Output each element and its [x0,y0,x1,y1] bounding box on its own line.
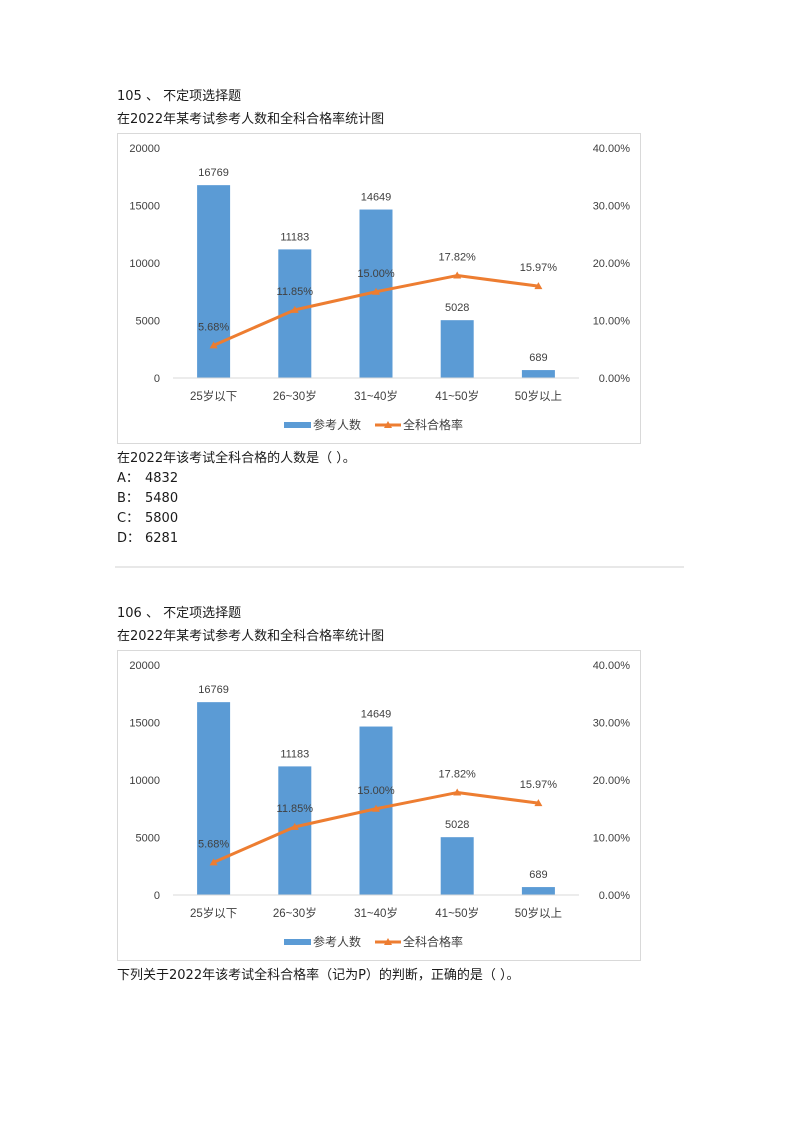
line-marker [372,287,380,295]
line-marker [372,804,380,812]
line-value-label: 17.82% [439,252,477,264]
option-d[interactable]: D： 6281 [117,529,178,549]
y-left-tick: 5000 [136,316,160,328]
y-right-tick: 0.00% [599,373,630,385]
legend-line-label: 全科合格率 [403,934,463,949]
bar-value-label: 16769 [198,167,229,179]
option-a-value: 4832 [145,471,179,486]
y-right-tick: 20.00% [593,258,631,270]
y-right-tick: 30.00% [593,718,631,730]
question-105-chart-title: 在2022年某考试参考人数和全科合格率统计图 [117,112,385,127]
y-right-tick: 20.00% [593,775,631,787]
option-c-key: C： [117,511,140,526]
bar-value-label: 689 [529,869,547,881]
bar-value-label: 689 [529,352,547,364]
legend-bar-label: 参考人数 [313,934,361,949]
y-left-tick: 10000 [129,775,160,787]
y-left-tick: 20000 [129,660,160,672]
bar-value-label: 14649 [361,192,392,204]
option-b-value: 5480 [145,491,179,506]
x-category-label: 50岁以上 [515,906,562,920]
bar [521,887,555,895]
question-105-chart: 0 5000 10000 15000 20000 0.00% 10.00% 20.00% 30.… [117,133,641,444]
bar-value-label: 5028 [445,302,469,314]
question-106-prompt: 下列关于2022年该考试全科合格率（记为P）的判断，正确的是（ ）。 [117,968,520,983]
option-c-value: 5800 [145,511,179,526]
line-marker [534,282,543,290]
y-left-tick: 10000 [129,258,160,270]
line-value-label: 15.97% [520,262,558,274]
bar [197,702,231,895]
y-right-tick: 0.00% [599,890,630,902]
y-right-tick: 10.00% [593,316,631,328]
bar-value-label: 16769 [198,684,229,696]
legend-bar-label: 参考人数 [313,417,361,432]
line-value-label: 11.85% [277,286,314,298]
legend-bar-swatch [284,422,311,428]
line-value-label: 15.97% [520,779,558,791]
line-marker [453,788,462,796]
option-b[interactable]: B： 5480 [117,489,178,509]
question-105-prompt: 在2022年该考试全科合格的人数是（ ）。 [117,451,356,466]
legend-line-label: 全科合格率 [403,417,463,432]
option-d-key: D： [117,531,141,546]
x-category-label: 25岁以下 [190,389,237,403]
bar [197,185,231,378]
question-divider [115,566,684,568]
question-106-chart: 0 5000 10000 15000 20000 0.00% 10.00% 20.00% 30.… [117,650,641,961]
option-b-key: B： [117,491,139,506]
y-left-tick: 0 [154,890,160,902]
legend-bar-swatch [284,939,311,945]
y-left-tick: 15000 [129,718,160,730]
x-category-label: 26~30岁 [273,389,317,403]
option-d-value: 6281 [145,531,179,546]
line-marker [290,822,299,830]
bar-value-label: 14649 [361,709,392,721]
bar [521,370,555,378]
y-left-tick: 15000 [129,201,160,213]
combo-chart-svg: 0 5000 10000 15000 20000 0.00% 10.00% 20.00% 30.… [129,660,631,949]
line-marker [453,271,462,279]
x-category-label: 31~40岁 [354,906,398,920]
line-marker [209,858,218,866]
bar-value-label: 5028 [445,819,469,831]
line-value-label: 5.68% [198,321,229,333]
x-category-label: 50岁以上 [515,389,562,403]
bar [440,320,474,378]
option-c[interactable]: C： 5800 [117,509,178,529]
combo-chart-svg: 0 5000 10000 15000 20000 0.00% 10.00% 20.00% 30.… [129,143,631,432]
x-category-label: 26~30岁 [273,906,317,920]
legend-line-marker [384,938,392,945]
line-value-label: 5.68% [198,838,229,850]
legend-line-marker [384,421,392,428]
line-marker [290,305,299,313]
option-a[interactable]: A： 4832 [117,469,178,489]
y-right-tick: 10.00% [593,833,631,845]
question-106-chart-title: 在2022年某考试参考人数和全科合格率统计图 [117,629,385,644]
line-value-label: 17.82% [439,769,477,781]
line-value-label: 15.00% [357,268,395,280]
y-right-tick: 40.00% [593,660,631,672]
line-marker [209,341,218,349]
y-left-tick: 5000 [136,833,160,845]
bar-value-label: 11183 [280,748,309,760]
y-left-tick: 0 [154,373,160,385]
x-category-label: 25岁以下 [190,906,237,920]
x-category-label: 41~50岁 [435,906,479,920]
y-right-tick: 30.00% [593,201,631,213]
y-left-tick: 20000 [129,143,160,155]
line-marker [534,799,543,807]
x-category-label: 41~50岁 [435,389,479,403]
option-a-key: A： [117,471,139,486]
bar-value-label: 11183 [280,231,309,243]
question-105-header: 105 、 不定项选择题 [117,89,242,104]
x-category-label: 31~40岁 [354,389,398,403]
line-value-label: 11.85% [277,803,314,815]
question-106-header: 106 、 不定项选择题 [117,606,242,621]
bar [440,837,474,895]
y-right-tick: 40.00% [593,143,631,155]
line-value-label: 15.00% [357,785,395,797]
